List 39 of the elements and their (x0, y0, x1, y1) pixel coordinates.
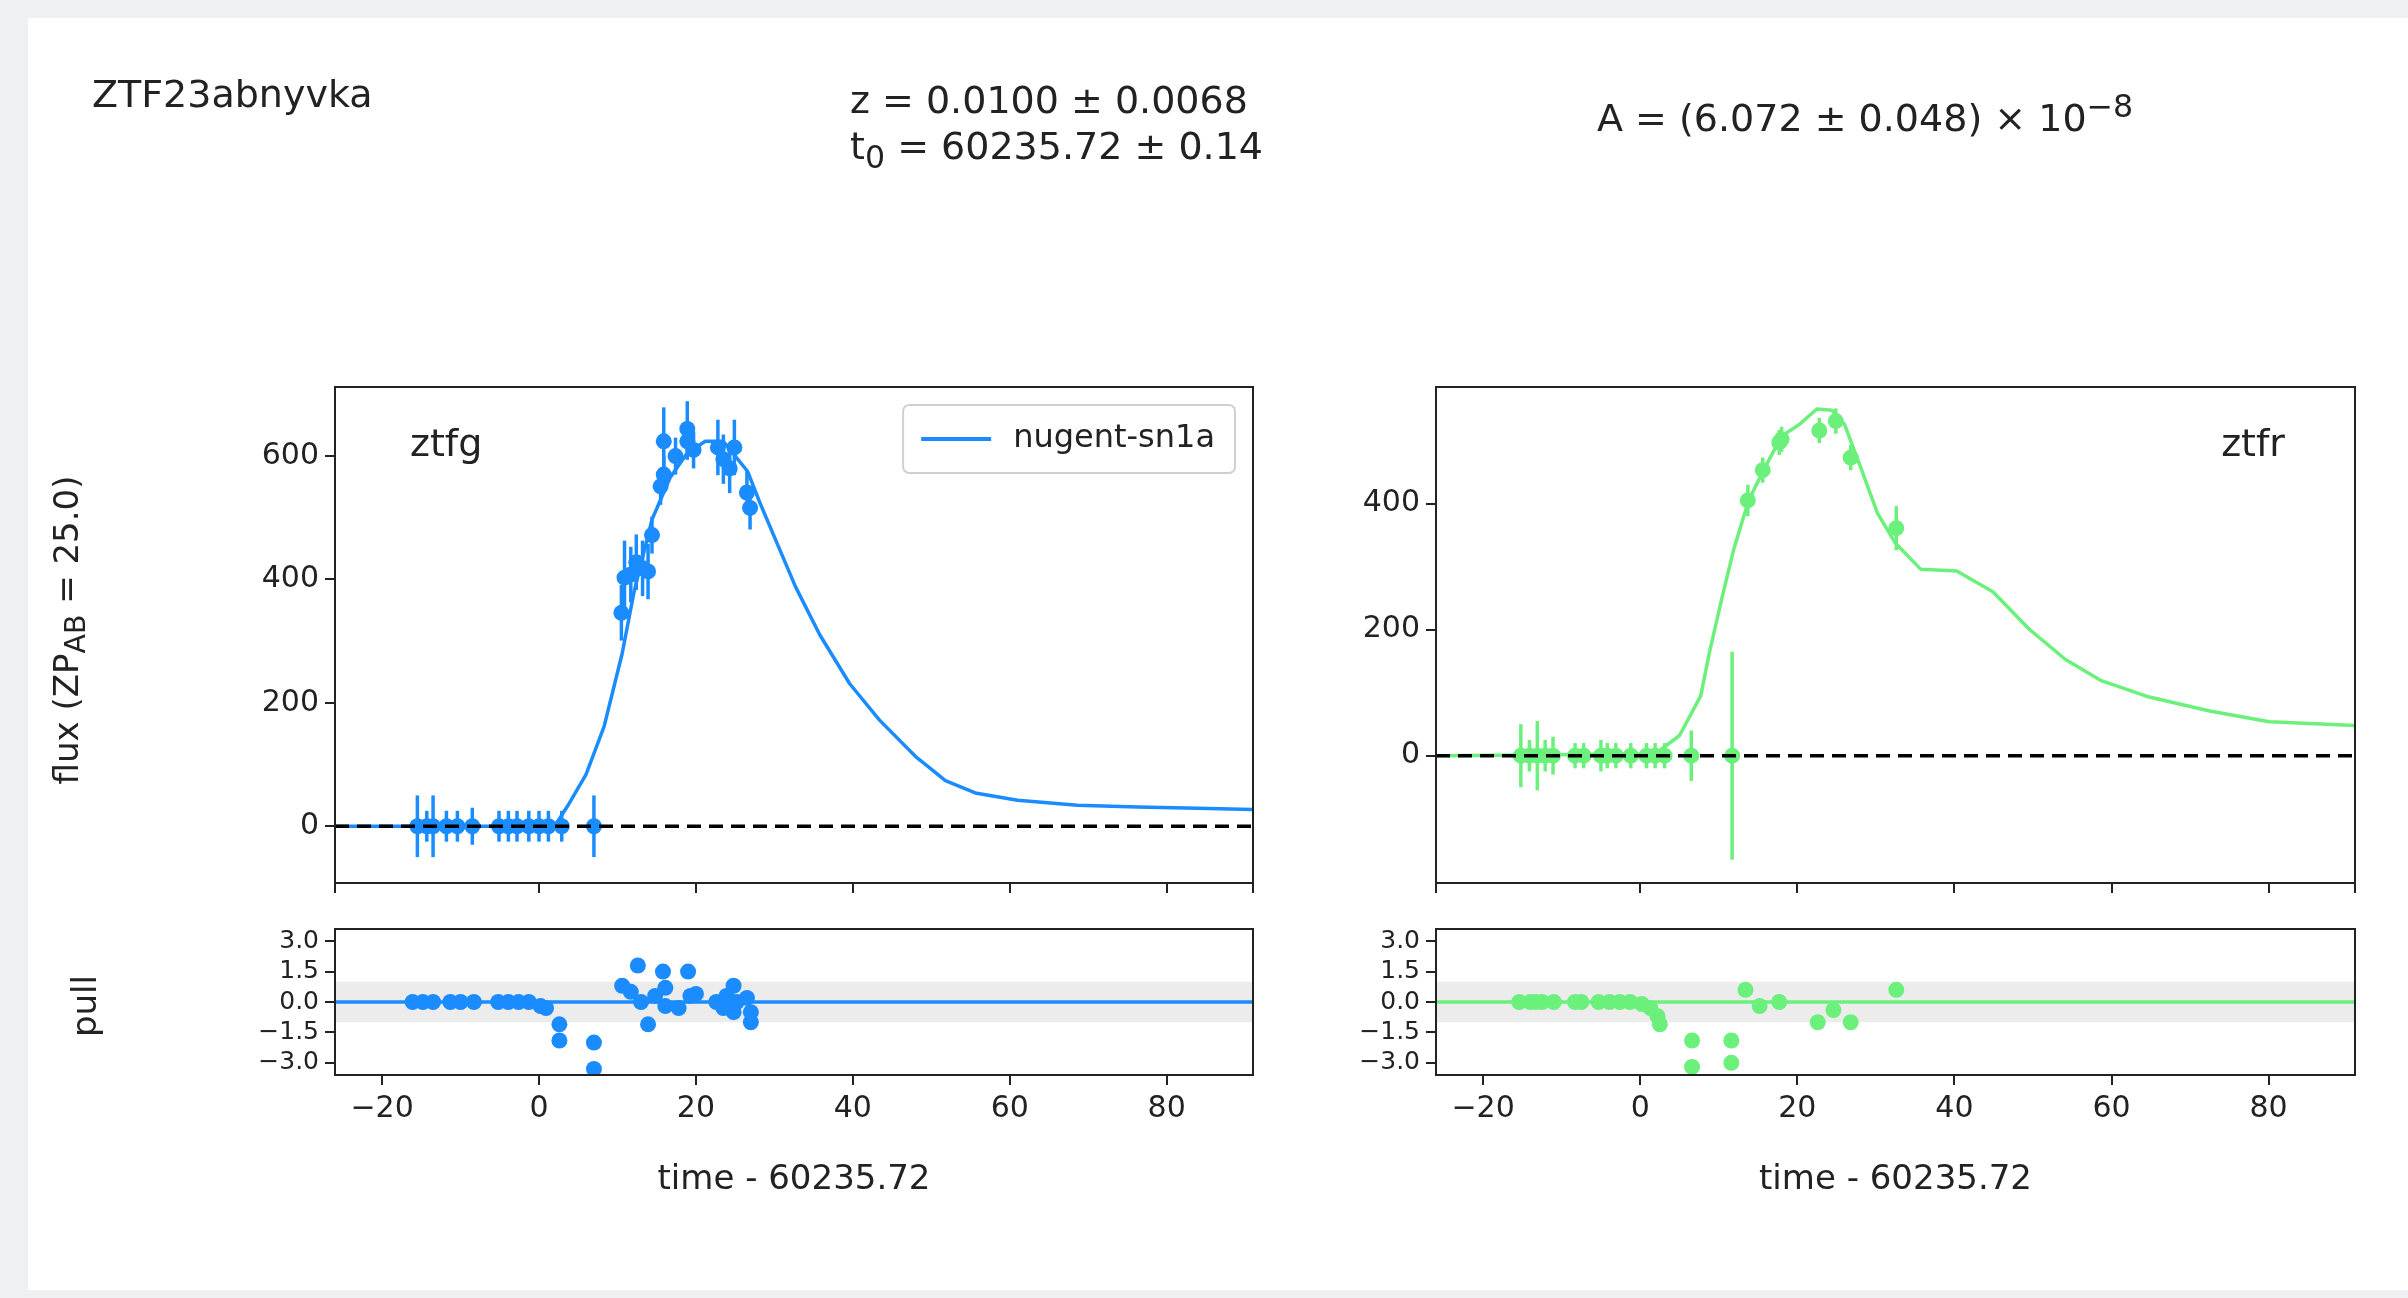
y-tick-label: −3.0 (1359, 1046, 1420, 1076)
text: z = 0.0100 ± 0.0068 (850, 78, 1248, 122)
y-tick-label: 1.5 (1380, 955, 1420, 985)
y-tick-label: 200 (261, 682, 319, 718)
x-tick-label: 60 (990, 1088, 1029, 1124)
x-tick-label: 80 (1147, 1088, 1186, 1124)
x-tick-label: 20 (1778, 1088, 1817, 1124)
y-tick-label: 1.5 (279, 955, 319, 985)
y-tick-label: 400 (1362, 483, 1420, 519)
text: t$_{0}$ = 60235.72 ± 0.14 (850, 124, 1263, 175)
y-tick-label: −1.5 (258, 1015, 319, 1045)
x-tick-label: −20 (1451, 1088, 1515, 1124)
y-tick-label: 0 (1400, 735, 1420, 771)
x-tick-label: 40 (833, 1088, 872, 1124)
x-axis-title: time - 60235.72 (657, 1157, 931, 1198)
text: A = (6.072 ± 0.048) × 10$^{−8}$ (1597, 88, 2134, 140)
y-tick-label: 3.0 (1380, 924, 1420, 954)
y-tick-label: 3.0 (279, 924, 319, 954)
x-tick-label: −20 (350, 1088, 414, 1124)
x-tick-label: 60 (2092, 1088, 2131, 1124)
annotation: ztfr (2221, 420, 2286, 465)
y-tick-label: −1.5 (1359, 1015, 1420, 1045)
x-tick-label: 20 (676, 1088, 716, 1124)
y-tick-label: 0.0 (279, 985, 319, 1015)
x-tick-label: 0 (1630, 1088, 1650, 1124)
chart-title: ZTF23abnyvka (92, 72, 373, 116)
y-tick-label: 400 (261, 559, 319, 595)
x-tick-label: 0 (529, 1088, 549, 1124)
x-axis-title: time - 60235.72 (1759, 1157, 2032, 1198)
y-tick-label: 600 (261, 435, 319, 471)
y-tick-label: 0 (299, 806, 319, 842)
x-tick-label: 40 (1935, 1088, 1974, 1124)
annotation: ztfg (410, 420, 483, 465)
y-tick-label: 200 (1362, 609, 1420, 645)
y-tick-label: −3.0 (258, 1046, 319, 1076)
y-tick-label: 0.0 (1380, 985, 1420, 1015)
legend-label: nugent-sn1a (1013, 417, 1215, 456)
x-tick-label: 80 (2249, 1088, 2288, 1124)
y-axis-title: pull (64, 974, 104, 1038)
